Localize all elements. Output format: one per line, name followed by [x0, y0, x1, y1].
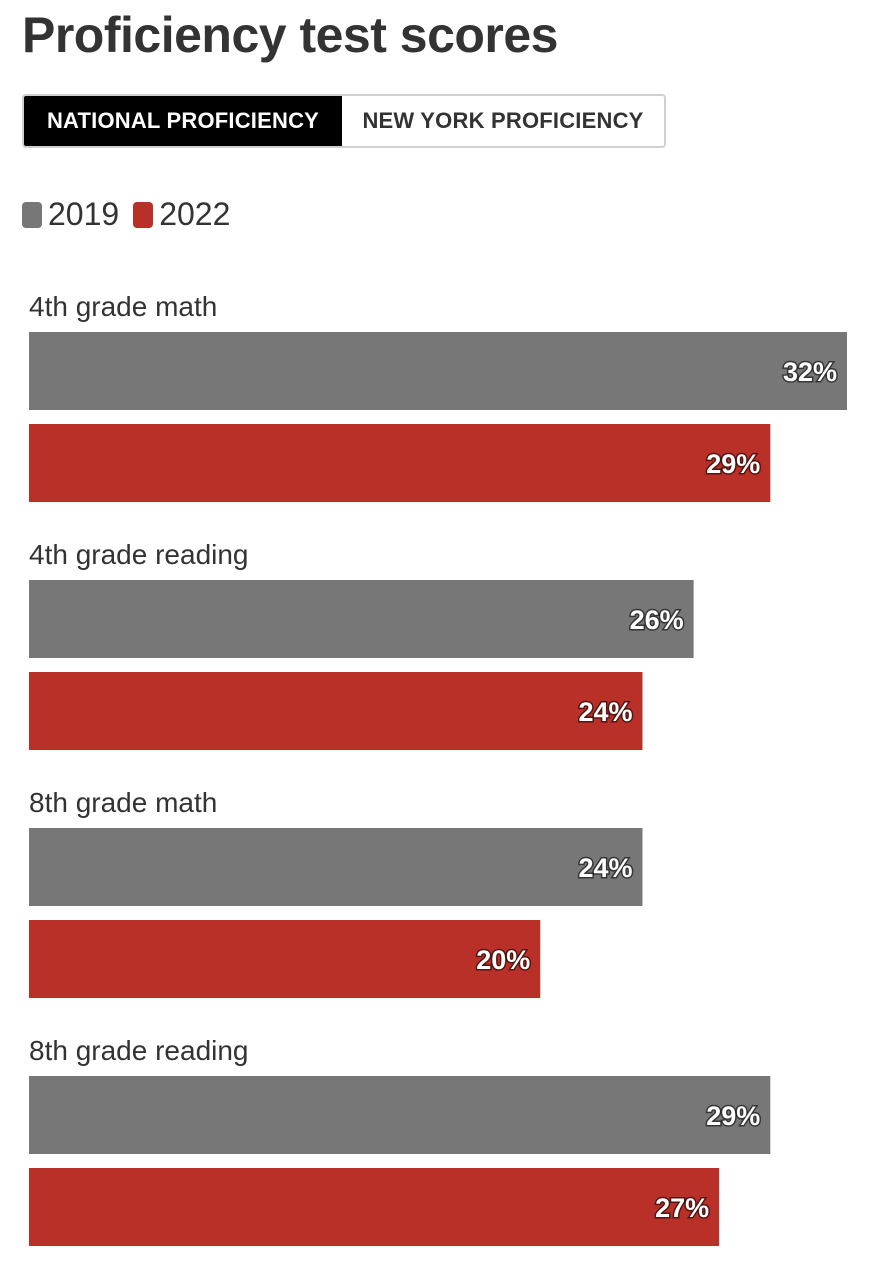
bar-8th-grade-math-2019[interactable] — [29, 828, 643, 906]
value-label-4th-grade-math-2019: 32% — [783, 357, 837, 387]
value-label-4th-grade-reading-2022: 24% — [578, 697, 632, 727]
category-label-4th-grade-math: 4th grade math — [29, 291, 217, 322]
chart-legend: 2019 2022 — [22, 196, 244, 233]
bar-4th-grade-reading-2019[interactable] — [29, 580, 694, 658]
legend-swatch-2022 — [133, 201, 154, 228]
legend-swatch-2019 — [22, 201, 42, 228]
category-label-8th-grade-reading: 8th grade reading — [29, 1035, 249, 1066]
legend-label-2022: 2022 — [159, 196, 231, 232]
category-label-4th-grade-reading: 4th grade reading — [29, 539, 249, 570]
proficiency-tabs: NATIONAL PROFICIENCY NEW YORK PROFICIENC… — [22, 94, 666, 148]
value-label-8th-grade-math-2022: 20% — [476, 945, 530, 975]
bar-8th-grade-reading-2019[interactable] — [29, 1076, 771, 1154]
category-label-8th-grade-math: 8th grade math — [29, 787, 217, 818]
bar-4th-grade-math-2022[interactable] — [29, 424, 771, 502]
legend-label-2019: 2019 — [48, 196, 120, 232]
value-label-4th-grade-math-2022: 29% — [706, 449, 760, 479]
bar-8th-grade-reading-2022[interactable] — [29, 1168, 720, 1246]
bar-4th-grade-reading-2022[interactable] — [29, 672, 643, 750]
value-label-8th-grade-reading-2019: 29% — [706, 1101, 760, 1131]
bar-4th-grade-math-2019[interactable] — [29, 332, 847, 410]
tab-national-proficiency[interactable]: NATIONAL PROFICIENCY — [24, 96, 342, 146]
legend-item-2019: 2019 — [22, 196, 119, 233]
tab-new-york-proficiency[interactable]: NEW YORK PROFICIENCY — [342, 96, 664, 146]
bar-8th-grade-math-2022[interactable] — [29, 920, 541, 998]
value-label-8th-grade-math-2019: 24% — [578, 853, 632, 883]
value-label-8th-grade-reading-2022: 27% — [655, 1193, 709, 1223]
value-label-4th-grade-reading-2019: 26% — [630, 605, 684, 635]
legend-item-2022: 2022 — [133, 196, 230, 233]
page-title: Proficiency test scores — [22, 7, 559, 63]
